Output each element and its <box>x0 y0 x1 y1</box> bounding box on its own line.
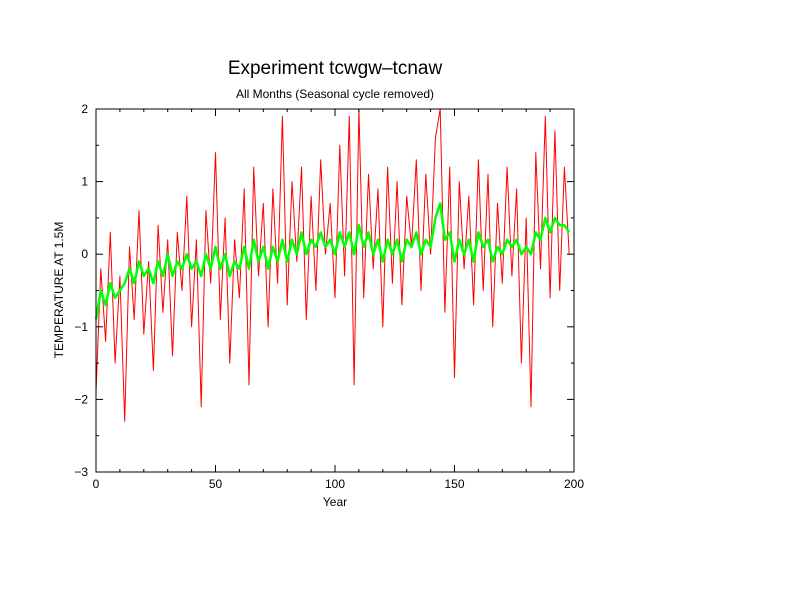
y-tick-label: 1 <box>81 175 88 189</box>
x-tick-label: 50 <box>209 477 223 491</box>
series-layer <box>94 108 571 422</box>
y-axis-label: TEMPERATURE AT 1.5M <box>52 222 66 359</box>
chart-subtitle: All Months (Seasonal cycle removed) <box>236 87 434 101</box>
x-tick-label: 150 <box>444 477 464 491</box>
x-tick-label: 0 <box>93 477 100 491</box>
axes-layer: 0 50 100 150 200 −3 −2 −1 0 1 2 <box>74 102 584 491</box>
y-tick-label: 2 <box>81 102 88 116</box>
y-tick-label: −2 <box>74 392 88 406</box>
y-tick-label: −1 <box>74 320 88 334</box>
x-tick-label: 200 <box>564 477 584 491</box>
x-axis-label: Year <box>323 495 347 509</box>
chart-title: Experiment tcwgw–tcnaw <box>228 58 443 79</box>
y-tick-label: −3 <box>74 465 88 479</box>
x-tick-label: 100 <box>325 477 345 491</box>
y-tick-label: 0 <box>81 247 88 261</box>
series-line-2 <box>94 202 571 320</box>
